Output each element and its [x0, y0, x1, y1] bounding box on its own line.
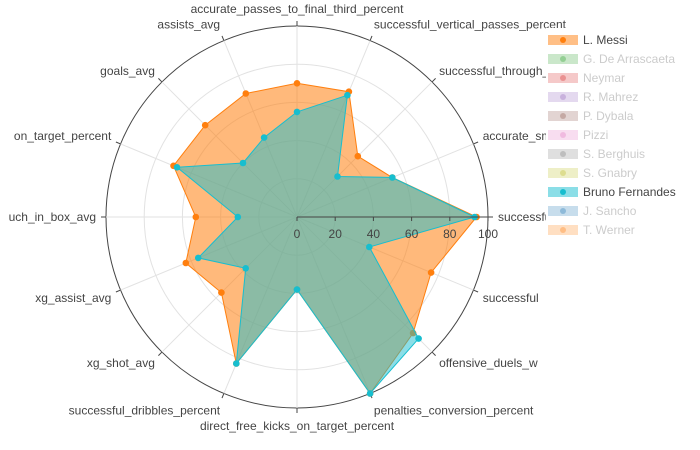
axis-label-xg_assist_avg: xg_assist_avg: [35, 291, 111, 305]
axis-label-shots_on_target_percent: on_target_percent: [14, 129, 112, 143]
radial-tick-label-40: 40: [367, 227, 381, 241]
point-l-messi-xg_assist_avg: [182, 259, 190, 267]
axis-label-xg_shot_avg: xg_shot_avg: [87, 356, 155, 370]
point-l-messi-accurate_passes_to_final_third_percent: [293, 80, 301, 87]
legend-label: R. Mahrez: [583, 90, 638, 104]
point-bruno-fernandes-successful_vertical_passes_percent: [344, 91, 351, 99]
point-bruno-fernandes-successful_dribbles_percent: [233, 360, 240, 367]
point-bruno-fernandes-offensive_duels_won_percent: [415, 335, 422, 342]
radial-tick-label-20: 20: [329, 227, 343, 241]
legend: L. Messi G. De Arrascaeta Neymar R. Mahrez P…: [546, 28, 700, 240]
legend-label: L. Messi: [583, 33, 628, 47]
legend-item-g-de-arrascaeta[interactable]: G. De Arrascaeta: [548, 52, 675, 66]
axis-tick-xg_assist_avg: [115, 289, 121, 293]
radial-tick-label-0: 0: [294, 227, 301, 241]
point-l-messi-xg_shot_avg: [218, 289, 225, 296]
legend-marker: [560, 151, 566, 157]
axis-label-goals_avg: goals_avg: [100, 64, 155, 78]
point-l-messi-assists_avg: [242, 90, 250, 97]
axis-tick-shots_on_target_percent: [115, 141, 121, 145]
axis-label-offensive_duels_won_percent: offensive_duels_w: [439, 356, 538, 370]
legend-marker: [560, 113, 566, 119]
legend-marker: [560, 94, 566, 100]
legend-marker: [560, 227, 566, 233]
legend-marker: [560, 132, 566, 138]
legend-label: T. Werner: [583, 223, 635, 237]
point-bruno-fernandes-accurate_passes_to_final_third_percent: [293, 108, 301, 116]
radial-tick-label-80: 80: [443, 227, 457, 241]
legend-marker: [560, 170, 566, 176]
point-l-messi-successful_attacking_actions_avg: [427, 269, 435, 276]
legend-marker: [560, 75, 566, 81]
axis-tick-successful_dribbles_percent: [221, 393, 225, 399]
radar-series: [170, 80, 480, 397]
axis-label-successful_dribbles_percent: successful_dribbles_percent: [69, 404, 221, 418]
point-bruno-fernandes-xg_assist_avg: [194, 254, 202, 262]
legend-marker: [560, 189, 566, 195]
radial-ticks: 0 20 40 60 80 100: [294, 216, 498, 241]
axis-tick-successful_attacking_actions_avg: [473, 289, 479, 293]
axis-label-accurate_passes_to_final_third_percent: accurate_passes_to_final_third_percent: [191, 2, 404, 16]
point-bruno-fernandes-goals_avg: [239, 159, 247, 167]
legend-label: P. Dybala: [583, 109, 634, 123]
axis-label-assists_avg: assists_avg: [157, 17, 220, 31]
legend-label: Bruno Fernandes: [583, 185, 676, 199]
point-l-messi-goals_avg: [201, 121, 209, 129]
legend-item-neymar[interactable]: Neymar: [548, 71, 625, 85]
axis-label-touch_in_box_avg: uch_in_box_avg: [9, 210, 96, 224]
axis-tick-xg_shot_avg: [158, 351, 163, 356]
point-l-messi-successful_through_passes_percent: [354, 152, 362, 160]
axis-tick-accurate_smart_passes_percent: [473, 141, 479, 145]
legend-item-pizzi[interactable]: Pizzi: [548, 128, 608, 142]
radial-tick-label-100: 100: [478, 227, 498, 241]
axis-tick-offensive_duels_won_percent: [431, 351, 436, 356]
point-bruno-fernandes-xg_shot_avg: [242, 265, 249, 272]
legend-item-s-gnabry[interactable]: S. Gnabry: [548, 166, 637, 180]
axis-tick-successful_through_passes_percent: [431, 78, 436, 83]
legend-background: [546, 28, 700, 240]
point-bruno-fernandes-penalties_conversion_percent: [366, 390, 374, 397]
point-bruno-fernandes-successful_attacking_actions_avg: [366, 243, 373, 251]
axis-label-successful_attacking_actions_avg: successful: [483, 291, 539, 305]
legend-label: G. De Arrascaeta: [583, 52, 675, 66]
legend-label: Pizzi: [583, 128, 608, 142]
legend-marker: [560, 37, 566, 43]
axis-label-successful_vertical_passes_percent: successful_vertical_passes_percent: [374, 17, 567, 31]
legend-item-p-dybala[interactable]: P. Dybala: [548, 109, 634, 123]
point-l-messi-touch_in_box_avg: [192, 213, 200, 221]
legend-label: S. Berghuis: [583, 147, 645, 161]
legend-item-j-sancho[interactable]: J. Sancho: [548, 204, 637, 218]
legend-label: S. Gnabry: [583, 166, 637, 180]
legend-marker: [560, 208, 566, 214]
axis-label-penalties_conversion_percent: penalties_conversion_percent: [374, 404, 534, 418]
legend-item-s-berghuis[interactable]: S. Berghuis: [548, 147, 645, 161]
point-bruno-fernandes-direct_free_kicks_on_target_percent: [293, 286, 301, 293]
legend-marker: [560, 56, 566, 62]
legend-label: J. Sancho: [583, 204, 637, 218]
point-bruno-fernandes-shots_on_target_percent: [173, 164, 181, 171]
point-bruno-fernandes-accurate_smart_passes_percent: [389, 174, 396, 181]
point-bruno-fernandes-assists_avg: [260, 134, 268, 141]
legend-item-r-mahrez[interactable]: R. Mahrez: [548, 90, 638, 104]
legend-item-bruno-fernandes[interactable]: Bruno Fernandes: [548, 185, 676, 199]
axis-tick-successful_vertical_passes_percent: [369, 35, 373, 41]
axis-tick-assists_avg: [221, 35, 225, 41]
legend-label: Neymar: [583, 71, 625, 85]
radial-tick-label-60: 60: [405, 227, 419, 241]
axis-tick-goals_avg: [158, 78, 163, 83]
point-bruno-fernandes-successful_through_passes_percent: [334, 173, 341, 180]
legend-item-t-werner[interactable]: T. Werner: [548, 223, 635, 237]
point-bruno-fernandes-touch_in_box_avg: [234, 213, 242, 221]
axis-label-direct_free_kicks_on_target_percent: direct_free_kicks_on_target_percent: [200, 419, 395, 433]
legend-item-l-messi[interactable]: L. Messi: [548, 33, 628, 47]
